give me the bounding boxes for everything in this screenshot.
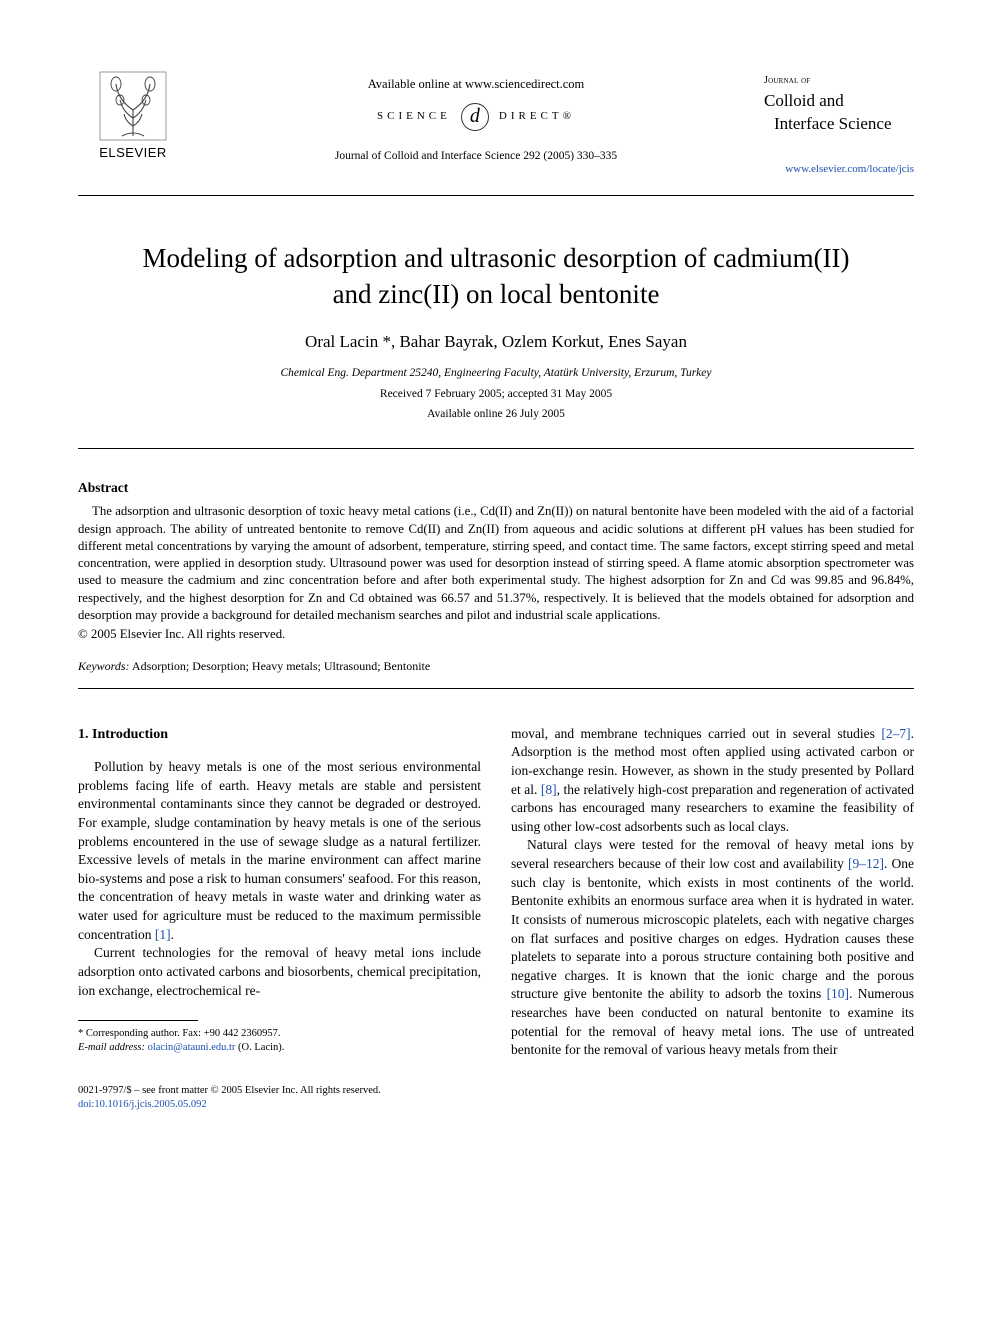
footnote-email-line: E-mail address: olacin@atauni.edu.tr (O.…	[78, 1041, 481, 1055]
body-columns: 1. Introduction Pollution by heavy metal…	[78, 725, 914, 1060]
footnote-email-label: E-mail address:	[78, 1042, 145, 1053]
cite-10[interactable]: [10]	[827, 986, 850, 1001]
right-p2b: . One such clay is bentonite, which exis…	[511, 856, 914, 1001]
right-p2: Natural clays were tested for the remova…	[511, 836, 914, 1060]
sd-swirl-icon: d	[461, 103, 489, 131]
cite-1[interactable]: [1]	[155, 927, 171, 942]
journal-title-line2: Interface Science	[764, 113, 914, 134]
elsevier-tree-icon	[98, 70, 168, 142]
footer-line: 0021-9797/$ – see front matter © 2005 El…	[78, 1084, 914, 1098]
cite-9-12[interactable]: [9–12]	[848, 856, 884, 871]
journal-title-block: Journal of Colloid and Interface Science…	[764, 70, 914, 177]
publisher-logo-block: ELSEVIER	[78, 70, 188, 162]
right-column: moval, and membrane techniques carried o…	[511, 725, 914, 1060]
footnote-block: * Corresponding author. Fax: +90 442 236…	[78, 1027, 481, 1055]
journal-link-anchor[interactable]: www.elsevier.com/locate/jcis	[785, 163, 914, 175]
abstract-copyright: © 2005 Elsevier Inc. All rights reserved…	[78, 626, 914, 643]
rule-top	[78, 195, 914, 196]
footnote-corresponding: * Corresponding author. Fax: +90 442 236…	[78, 1027, 481, 1041]
sd-left-text: SCIENCE	[377, 109, 451, 124]
right-p1a: moval, and membrane techniques carried o…	[511, 726, 881, 741]
header-row: ELSEVIER Available online at www.science…	[78, 70, 914, 177]
journal-reference: Journal of Colloid and Interface Science…	[188, 149, 764, 165]
authors-line: Oral Lacin *, Bahar Bayrak, Ozlem Korkut…	[78, 331, 914, 354]
keywords-list: Adsorption; Desorption; Heavy metals; Ul…	[132, 659, 430, 673]
footnote-email[interactable]: olacin@atauni.edu.tr	[148, 1042, 236, 1053]
section-heading: 1. Introduction	[78, 725, 481, 744]
left-column: 1. Introduction Pollution by heavy metal…	[78, 725, 481, 1060]
cite-2-7[interactable]: [2–7]	[881, 726, 910, 741]
abstract-heading: Abstract	[78, 479, 914, 497]
intro-p1: Pollution by heavy metals is one of the …	[78, 758, 481, 944]
abstract-body: The adsorption and ultrasonic desorption…	[78, 503, 914, 624]
right-p1c: , the relatively high-cost preparation a…	[511, 782, 914, 834]
publisher-name: ELSEVIER	[99, 144, 167, 162]
intro-p1-text: Pollution by heavy metals is one of the …	[78, 759, 481, 942]
journal-link: www.elsevier.com/locate/jcis	[764, 162, 914, 177]
abstract-block: Abstract The adsorption and ultrasonic d…	[78, 479, 914, 674]
available-online-line: Available online at www.sciencedirect.co…	[188, 76, 764, 93]
header-center: Available online at www.sciencedirect.co…	[188, 70, 764, 164]
page: ELSEVIER Available online at www.science…	[0, 0, 992, 1162]
footnote-separator	[78, 1020, 198, 1021]
journal-small-label: Journal of	[764, 74, 914, 88]
cite-8[interactable]: [8]	[541, 782, 557, 797]
right-p1: moval, and membrane techniques carried o…	[511, 725, 914, 837]
journal-title-line1: Colloid and	[764, 90, 914, 111]
dates-received: Received 7 February 2005; accepted 31 Ma…	[78, 387, 914, 403]
intro-p2: Current technologies for the removal of …	[78, 944, 481, 1000]
authors-text: Oral Lacin *, Bahar Bayrak, Ozlem Korkut…	[305, 332, 687, 351]
doi-link[interactable]: doi:10.1016/j.jcis.2005.05.092	[78, 1098, 914, 1112]
sd-right-text: DIRECT®	[499, 109, 575, 124]
affiliation: Chemical Eng. Department 25240, Engineer…	[78, 366, 914, 382]
intro-p1-tail: .	[171, 927, 174, 942]
abstract-text: The adsorption and ultrasonic desorption…	[78, 503, 914, 624]
dates-online: Available online 26 July 2005	[78, 407, 914, 423]
keywords-line: Keywords: Adsorption; Desorption; Heavy …	[78, 658, 914, 674]
footnote-email-tail: (O. Lacin).	[235, 1042, 284, 1053]
article-title: Modeling of adsorption and ultrasonic de…	[138, 240, 854, 313]
intro-p2-text: Current technologies for the removal of …	[78, 945, 481, 997]
keywords-label: Keywords:	[78, 659, 130, 673]
rule-mid	[78, 448, 914, 449]
sciencedirect-logo: SCIENCE d DIRECT®	[377, 103, 575, 131]
rule-bottom	[78, 688, 914, 689]
